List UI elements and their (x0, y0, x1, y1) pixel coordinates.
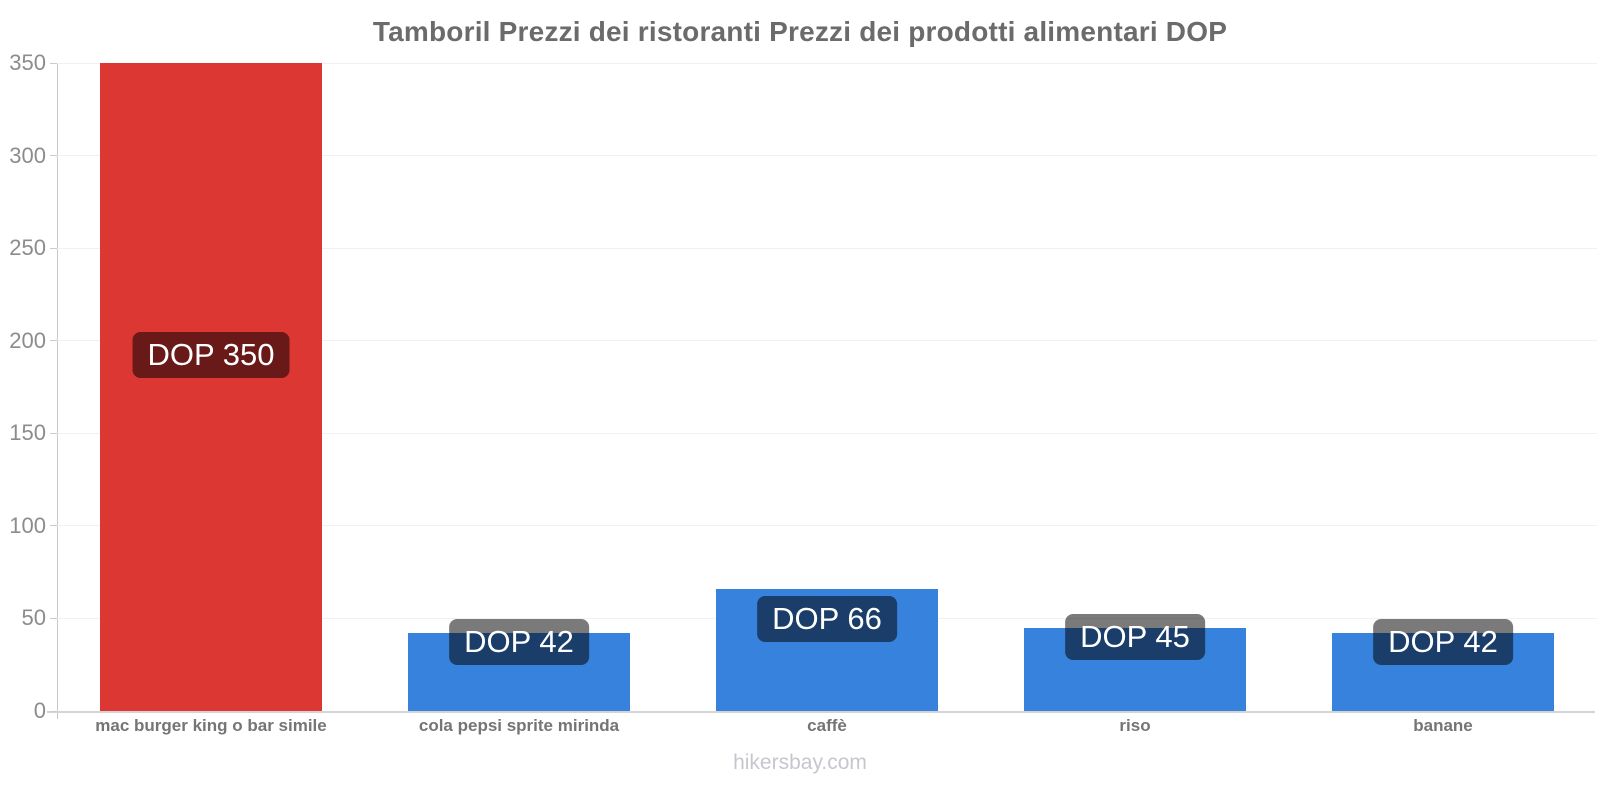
y-tick-mark-150 (50, 432, 57, 434)
y-tick-label-50: 50 (21, 605, 46, 631)
gridline-y-250 (57, 247, 1597, 249)
y-tick-label-0: 0 (33, 698, 46, 723)
y-tick-mark-200 (50, 340, 57, 342)
value-badge-1: DOP 42 (449, 619, 589, 666)
x-tick-label-2: caffè (807, 716, 847, 735)
x-axis-line (47, 711, 1595, 713)
gridline-y-150 (57, 432, 1597, 434)
y-tick-mark-100 (50, 525, 57, 527)
gridline-y-300 (57, 155, 1597, 157)
y-tick-label-150: 150 (9, 420, 46, 446)
y-tick-mark-250 (50, 247, 57, 249)
y-tick-label-300: 300 (9, 142, 46, 168)
gridline-y-200 (57, 340, 1597, 342)
value-badge-0: DOP 350 (132, 331, 290, 378)
y-tick-label-250: 250 (9, 235, 46, 261)
gridline-y-350 (57, 62, 1597, 64)
y-tick-label-200: 200 (9, 327, 46, 353)
y-tick-label-350: 350 (9, 50, 46, 75)
value-badge-4: DOP 42 (1373, 619, 1513, 666)
x-tick-label-0: mac burger king o bar simile (95, 716, 327, 735)
y-tick-label-100: 100 (9, 512, 46, 538)
y-tick-mark-350 (50, 62, 57, 64)
y-axis-line (57, 63, 58, 719)
x-tick-label-4: banane (1413, 716, 1473, 735)
y-tick-mark-300 (50, 155, 57, 157)
bar-mac-burger-king-o-bar-simile[interactable] (100, 63, 322, 711)
x-tick-label-1: cola pepsi sprite mirinda (418, 716, 620, 735)
y-tick-mark-50 (50, 617, 57, 619)
x-tick-label-3: riso (1119, 716, 1151, 735)
value-badge-2: DOP 66 (757, 595, 897, 642)
chart-title: Tamboril Prezzi dei ristoranti Prezzi de… (372, 16, 1228, 47)
value-badge-3: DOP 45 (1065, 613, 1205, 660)
gridline-y-100 (57, 525, 1597, 527)
y-tick-mark-0 (50, 710, 57, 712)
watermark-hikersbay: hikersbay.com (733, 751, 867, 774)
